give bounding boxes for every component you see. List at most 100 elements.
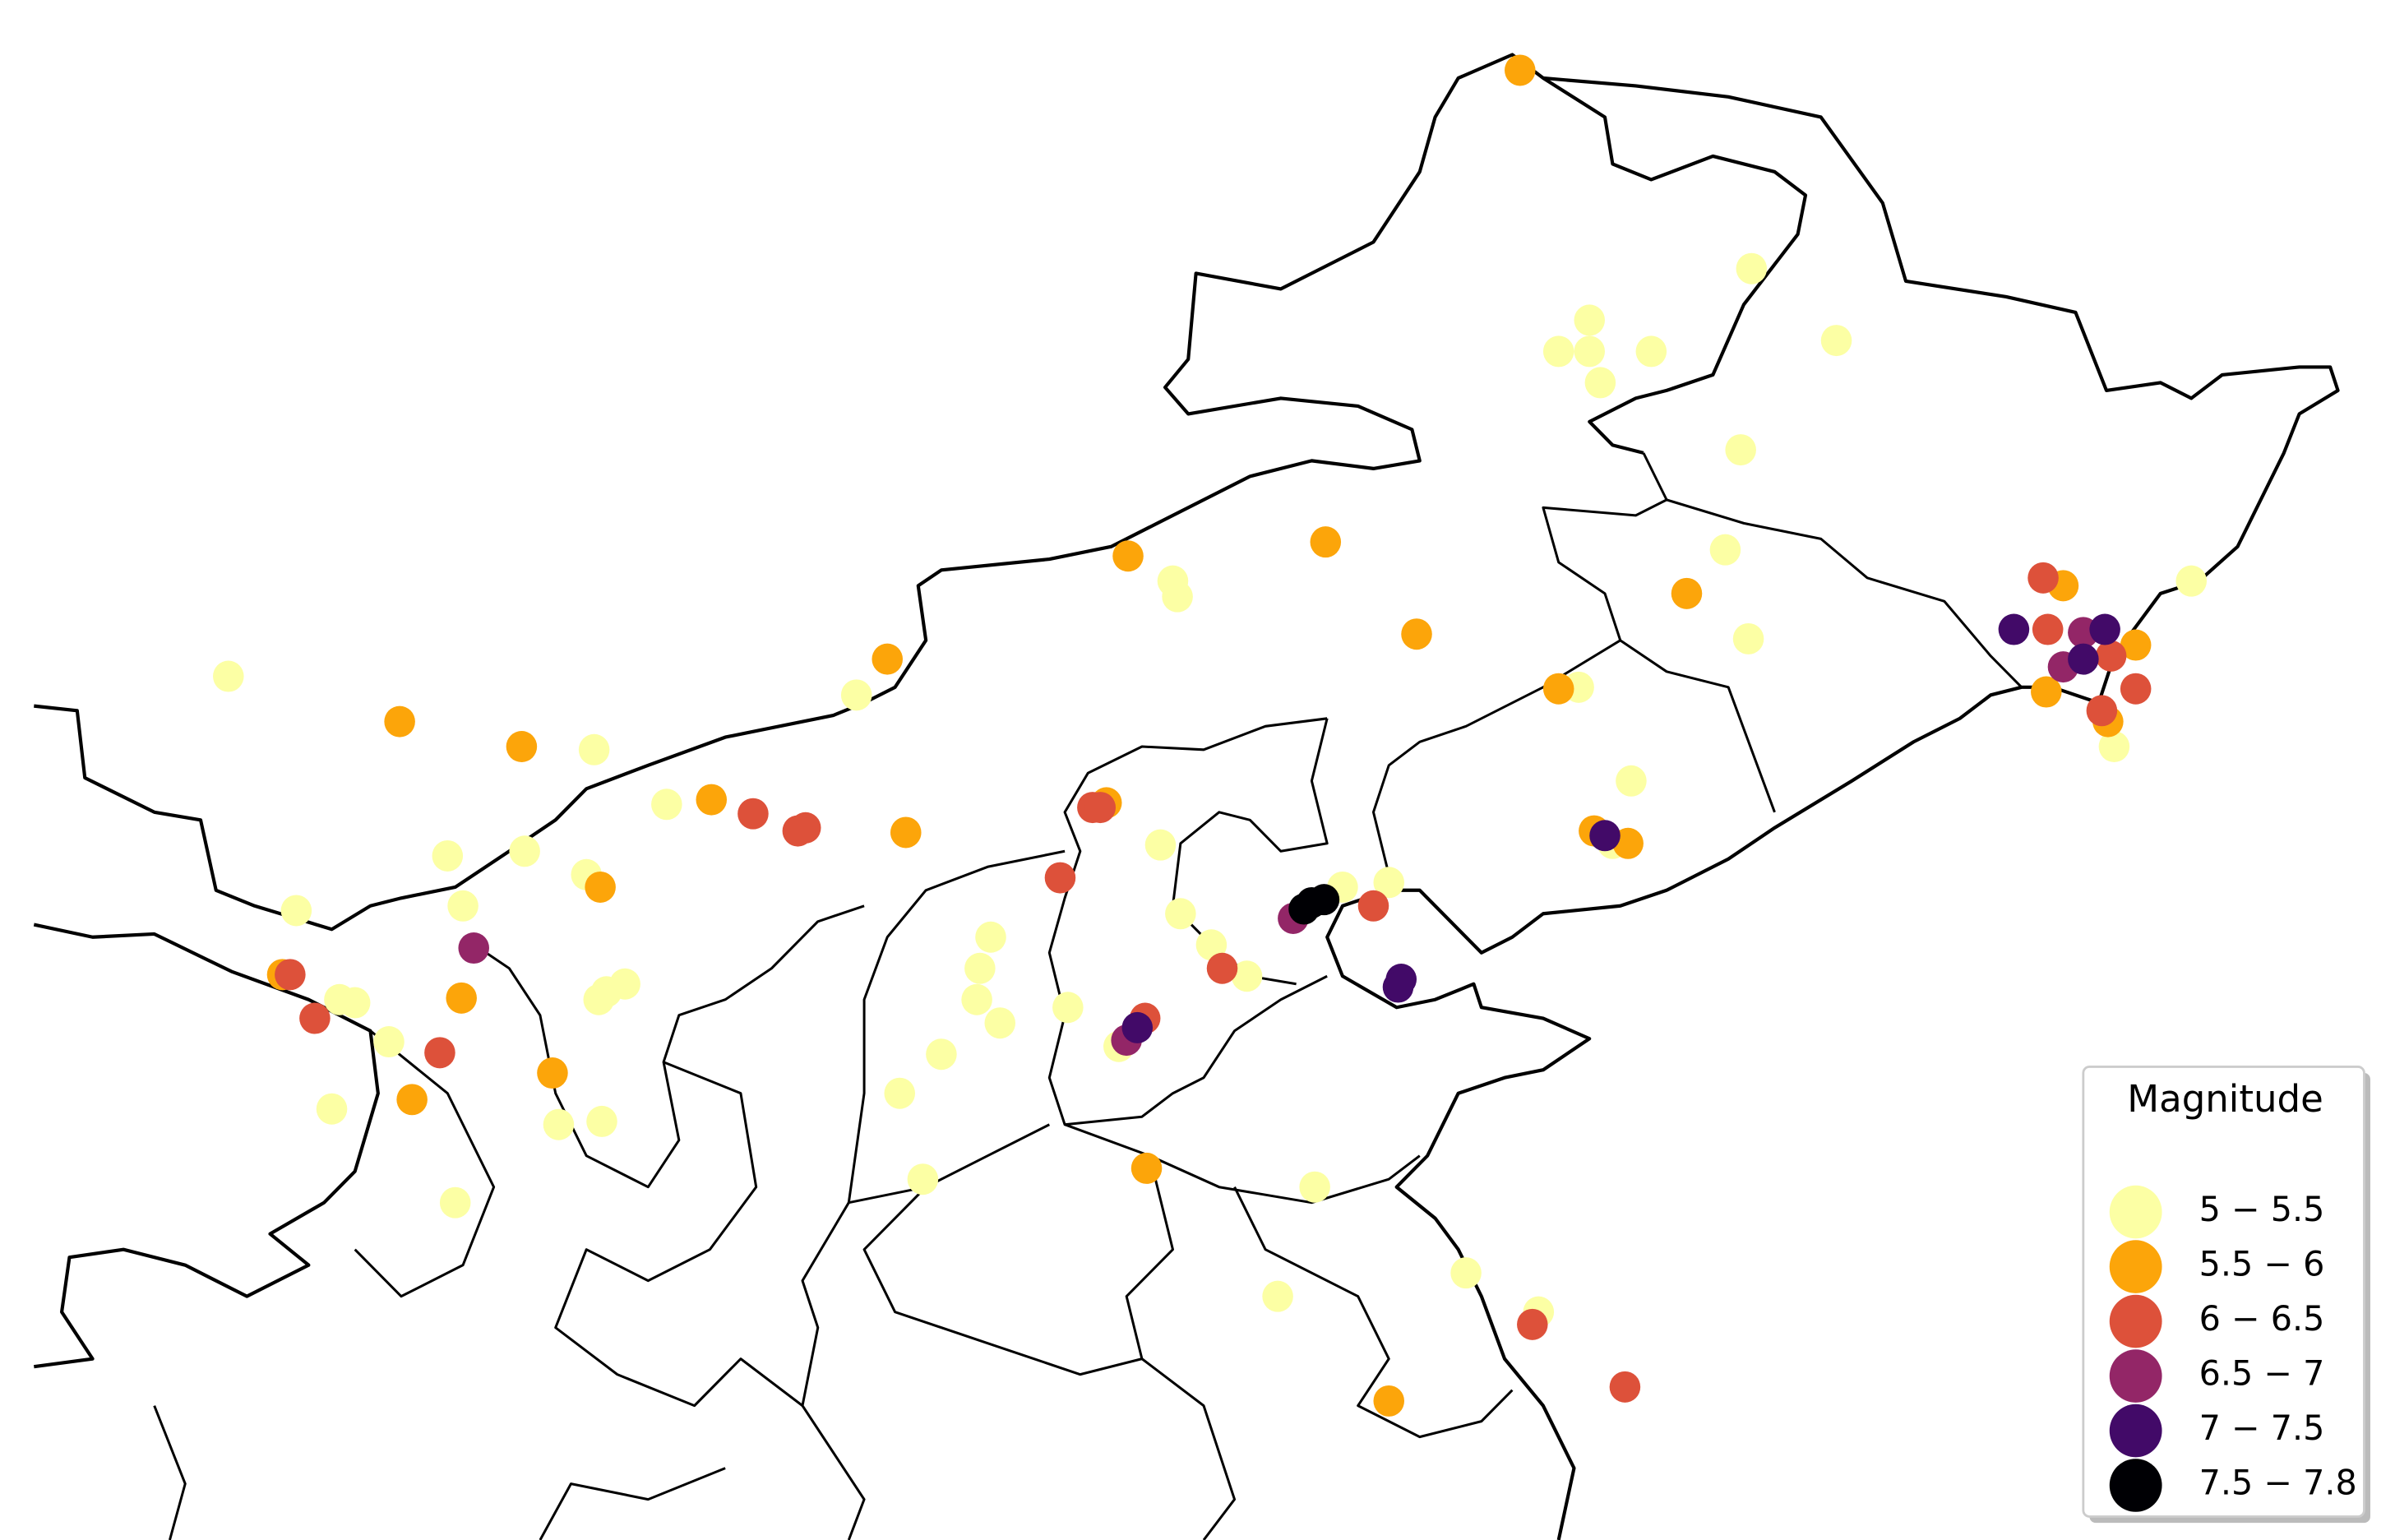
earthquake-point [1732,622,1764,654]
legend-marker [2109,1349,2162,1403]
earthquake-point [2175,565,2208,597]
earthquake-point [737,798,769,830]
province-border [1233,1186,1514,1439]
province-border [554,1061,803,1408]
earthquake-point [316,1093,348,1125]
earthquake-point [1231,960,1263,992]
earthquake-point [1505,54,1536,86]
earthquake-point [280,895,312,927]
legend-marker [2109,1240,2162,1293]
province-border [801,1186,1143,1540]
province-border [1047,717,1328,1126]
earthquake-point [1382,971,1414,1003]
legend-label: 5.5 − 6 [2199,1243,2325,1283]
earthquake-point [961,983,992,1015]
earthquake-point [2120,673,2152,705]
earthquake-point [1820,325,1852,357]
earthquake-point [2089,613,2120,645]
earthquake-point [1044,862,1076,894]
earthquake-point [1574,335,1606,368]
earthquake-point [432,839,464,872]
earthquake-point [1542,673,1574,705]
earthquake-point [907,1163,939,1195]
earthquake-point [439,1186,471,1219]
province-border [1666,498,2023,688]
legend-label: 7.5 − 7.8 [2199,1462,2357,1502]
legend-items: 5 − 5.5 5.5 − 6 6 − 6.5 6.5 − 7 7 − 7.5 7.5 −… [2109,1185,2357,1512]
province-border [847,849,1066,1205]
province-border [1171,718,1329,986]
earthquake-point [2120,629,2152,661]
country-border [1325,76,2340,1540]
earthquake-point [2095,640,2127,672]
legend-marker [2109,1185,2162,1239]
earthquake-point [1165,898,1196,930]
province-border [462,904,865,1189]
earthquake-point [447,890,479,922]
earthquake-point [1112,540,1144,572]
earthquake-point [275,959,306,991]
earthquake-point [2068,643,2099,675]
earthquake-point [872,643,904,675]
legend-label: 5 − 5.5 [2199,1189,2325,1229]
earthquake-point [586,1105,617,1137]
earthquake-point [884,1077,916,1109]
legend-label: 6 − 6.5 [2199,1298,2325,1339]
province-border [153,1029,726,1540]
earthquake-point [1709,534,1741,566]
earthquake-point [373,1026,405,1058]
earthquake-point [339,987,371,1019]
earthquake-point [1616,765,1647,797]
earthquake-point [1373,867,1405,899]
earthquake-point [696,784,728,816]
earthquake-point [2027,562,2059,594]
legend-marker [2109,1294,2162,1348]
earthquake-point [609,968,640,1000]
country-border [33,923,380,1369]
earthquake-point [2086,695,2118,727]
earthquake-point [1542,335,1574,368]
earthquake-point [1195,929,1228,961]
earthquake-point [1635,335,1667,368]
legend-title: Magnitude [2127,1077,2323,1121]
earthquake-point [2098,731,2130,763]
earthquake-point [458,932,489,964]
country-border [34,53,1808,932]
borders [33,53,2340,1540]
legend-marker [2109,1459,2162,1512]
earthquake-point [585,871,616,903]
earthquake-point [424,1037,455,1069]
earthquake-point [1262,1280,1293,1312]
earthquake-point [1357,890,1389,922]
earthquake-point [1121,1011,1154,1043]
legend-marker [2109,1404,2162,1458]
earthquake-point [1299,1171,1330,1203]
earthquake-point [1589,820,1621,852]
earthquake-point [1144,829,1177,861]
province-border [1542,452,1776,813]
earthquake-point [396,1084,428,1116]
earthquake-point [1671,577,1703,609]
earthquake-point [1373,1385,1405,1417]
earthquake-point [840,679,872,711]
earthquake-point [782,815,814,847]
earthquake-point [2031,676,2062,708]
earthquake-point [1609,1371,1641,1403]
earthquake-point [1084,792,1117,824]
earthquake-point [1517,1308,1548,1340]
earthquake-point [984,1007,1016,1039]
province-border [1371,639,1621,890]
earthquake-point [446,982,477,1014]
earthquake-point [506,731,538,763]
earthquake-point [890,816,922,849]
earthquake-point [1998,613,2030,645]
earthquake-point [1130,1152,1163,1184]
earthquake-point [537,1057,568,1089]
earthquake-point [213,660,244,692]
earthquake-point [578,733,610,765]
earthquake-point [1574,304,1606,336]
earthquake-point [1401,618,1432,650]
earthquake-point [384,705,415,738]
legend-label: 6.5 − 7 [2199,1353,2325,1393]
